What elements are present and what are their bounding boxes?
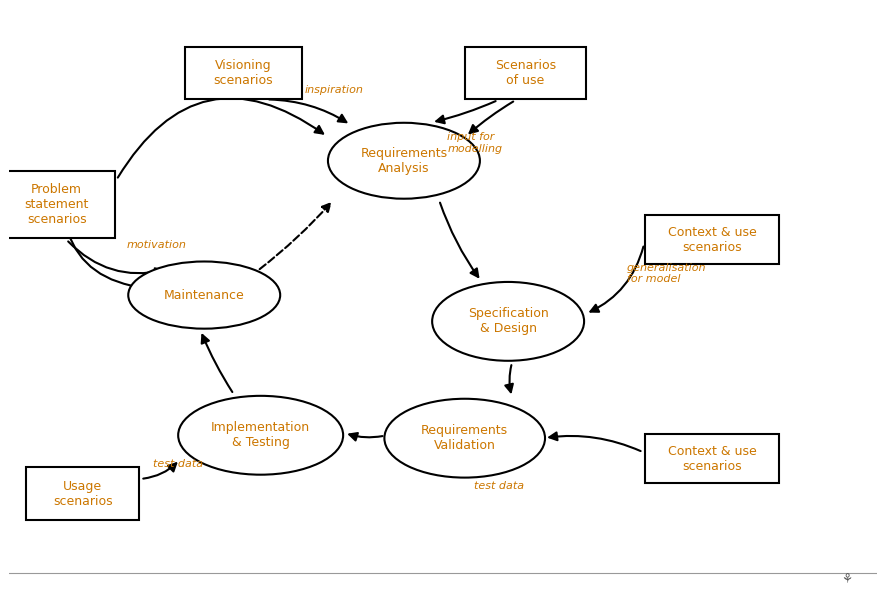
FancyArrowPatch shape bbox=[202, 335, 232, 392]
Ellipse shape bbox=[432, 282, 584, 361]
FancyBboxPatch shape bbox=[0, 171, 115, 238]
Text: Requirements
Validation: Requirements Validation bbox=[421, 424, 509, 452]
Text: test data: test data bbox=[474, 481, 525, 491]
Text: Problem
statement
scenarios: Problem statement scenarios bbox=[25, 183, 89, 226]
FancyBboxPatch shape bbox=[464, 47, 587, 100]
FancyArrowPatch shape bbox=[62, 220, 130, 285]
FancyArrowPatch shape bbox=[118, 98, 323, 178]
Text: motivation: motivation bbox=[127, 240, 186, 250]
FancyBboxPatch shape bbox=[645, 434, 780, 483]
Ellipse shape bbox=[128, 262, 280, 328]
FancyArrowPatch shape bbox=[436, 101, 495, 123]
Text: Specification
& Design: Specification & Design bbox=[468, 308, 548, 336]
Ellipse shape bbox=[385, 399, 545, 477]
Text: Scenarios
of use: Scenarios of use bbox=[495, 59, 556, 87]
FancyArrowPatch shape bbox=[144, 463, 176, 479]
FancyArrowPatch shape bbox=[269, 100, 346, 122]
Text: Context & use
scenarios: Context & use scenarios bbox=[668, 226, 757, 253]
Text: Requirements
Analysis: Requirements Analysis bbox=[361, 147, 447, 175]
FancyArrowPatch shape bbox=[505, 365, 513, 392]
Ellipse shape bbox=[178, 396, 343, 474]
Ellipse shape bbox=[328, 123, 480, 198]
Text: Visioning
scenarios: Visioning scenarios bbox=[214, 59, 273, 87]
Text: ⚘: ⚘ bbox=[841, 573, 852, 586]
Text: Implementation
& Testing: Implementation & Testing bbox=[211, 421, 310, 449]
FancyBboxPatch shape bbox=[184, 47, 302, 100]
FancyBboxPatch shape bbox=[645, 215, 780, 265]
FancyArrowPatch shape bbox=[590, 247, 643, 312]
Text: Maintenance: Maintenance bbox=[164, 288, 245, 302]
FancyArrowPatch shape bbox=[349, 433, 383, 440]
FancyArrowPatch shape bbox=[260, 204, 330, 269]
Text: input for
modelling: input for modelling bbox=[447, 132, 502, 154]
Text: Usage
scenarios: Usage scenarios bbox=[53, 480, 113, 508]
Text: generalisation
for model: generalisation for model bbox=[627, 263, 706, 284]
FancyArrowPatch shape bbox=[470, 101, 513, 133]
FancyArrowPatch shape bbox=[68, 241, 163, 276]
Text: Context & use
scenarios: Context & use scenarios bbox=[668, 445, 757, 473]
FancyArrowPatch shape bbox=[549, 433, 641, 451]
Text: inspiration: inspiration bbox=[305, 85, 364, 95]
Text: test data: test data bbox=[153, 459, 203, 469]
FancyBboxPatch shape bbox=[27, 467, 139, 520]
FancyArrowPatch shape bbox=[440, 203, 478, 277]
